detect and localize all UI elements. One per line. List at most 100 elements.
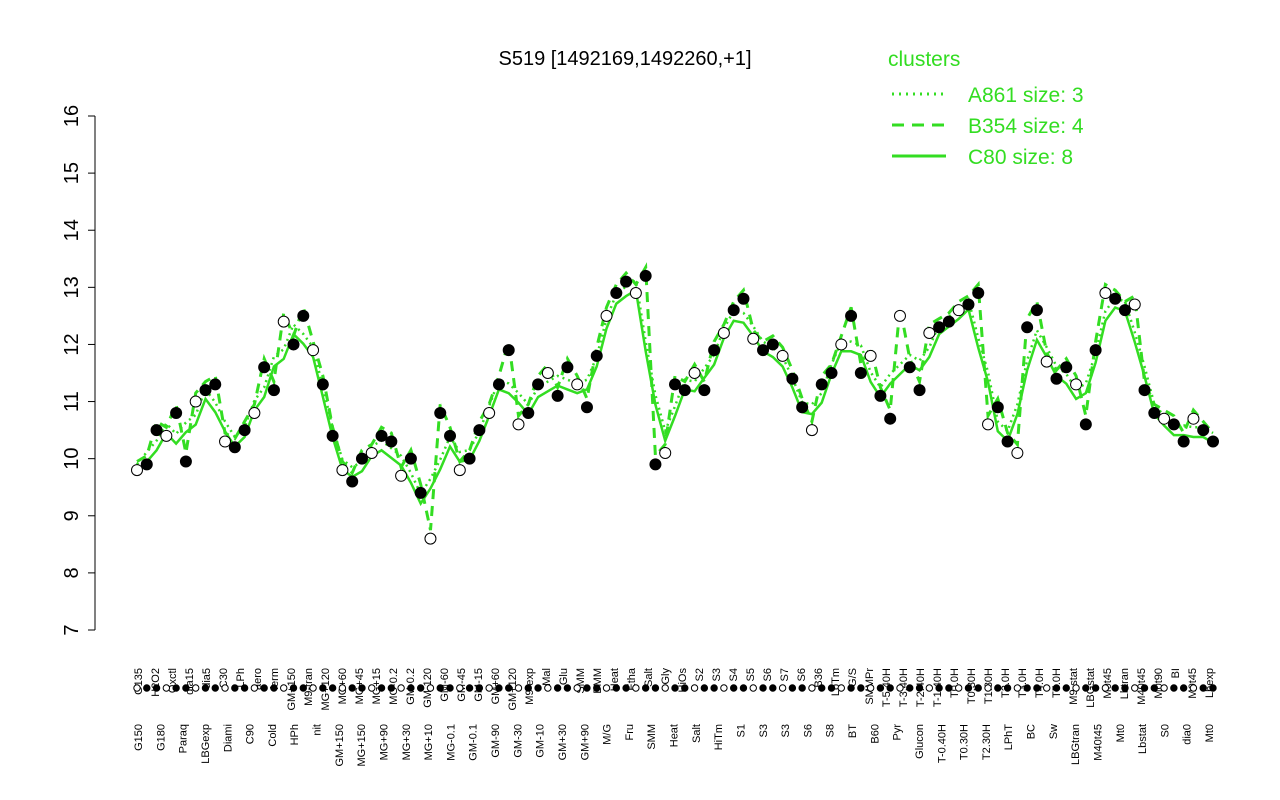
- rug-mark: [808, 684, 816, 692]
- rug-mark: [240, 684, 249, 692]
- x-tick-label: LBGstat: [1085, 668, 1097, 708]
- x-tick-label: GM+150: [334, 724, 346, 767]
- x-tick-label: S2: [694, 668, 706, 681]
- rug-mark: [798, 684, 806, 692]
- rug-mark: [866, 684, 875, 692]
- rug-mark: [368, 684, 376, 692]
- y-tick-label: 8: [61, 567, 83, 578]
- chart-title: S519 [1492169,1492260,+1]: [498, 48, 751, 70]
- data-point: [717, 327, 730, 340]
- rug-mark: [622, 684, 630, 692]
- rug-mark: [201, 684, 210, 692]
- data-point: [1030, 304, 1043, 317]
- x-tick-label: Gly: [660, 668, 672, 685]
- rug-mark: [1111, 684, 1119, 692]
- x-tick-label: Salt: [691, 724, 703, 743]
- x-tick-label: H2O2: [150, 668, 162, 697]
- x-tick-label: BC: [1026, 724, 1038, 739]
- data-point: [893, 309, 906, 322]
- rug-mark: [338, 684, 347, 692]
- rug-mark: [328, 684, 337, 692]
- x-tick-label: Mal: [541, 668, 553, 686]
- x-tick-label: Glu: [558, 668, 570, 685]
- x-tick-label: MG+10: [423, 724, 435, 760]
- data-point: [776, 349, 789, 362]
- rug-mark: [720, 684, 728, 692]
- x-tick-label: M0t90: [1153, 668, 1165, 699]
- data-point: [1138, 384, 1151, 397]
- rug-mark: [1131, 684, 1139, 692]
- rug-mark: [964, 684, 973, 692]
- data-point: [414, 486, 427, 499]
- data-point: [874, 389, 887, 402]
- rug-mark: [788, 684, 797, 692]
- rug-mark: [778, 684, 787, 692]
- rug-mark: [544, 684, 552, 692]
- rug-mark: [1101, 684, 1110, 692]
- data-point: [854, 367, 867, 379]
- rug-mark: [1072, 684, 1080, 692]
- rug-mark: [700, 684, 709, 692]
- x-tick-label: G180: [155, 724, 167, 751]
- data-point: [737, 292, 750, 305]
- data-point: [541, 367, 554, 379]
- rug-mark: [309, 684, 317, 692]
- rug-mark: [407, 684, 415, 692]
- data-point: [219, 435, 232, 448]
- data-point: [962, 298, 975, 311]
- x-tick-label: B36: [813, 668, 825, 688]
- x-tick-label: dia5: [201, 668, 213, 689]
- data-point: [551, 389, 564, 402]
- rug-mark: [1160, 684, 1168, 692]
- data-point: [972, 287, 985, 300]
- rug-mark: [945, 684, 953, 692]
- x-tick-label: S3: [711, 668, 723, 681]
- x-tick-label: GM-60: [439, 668, 451, 702]
- cluster-line-C80: [136, 288, 1214, 507]
- rug-mark: [935, 684, 943, 692]
- rug-mark: [397, 684, 405, 692]
- x-tick-label: GM-0.1: [468, 724, 480, 761]
- rug-mark: [231, 684, 239, 692]
- data-point: [1148, 406, 1161, 419]
- rug-mark: [1003, 684, 1012, 692]
- x-tick-label: S6: [762, 668, 774, 681]
- data-point: [727, 304, 740, 317]
- rug-mark: [250, 684, 259, 692]
- x-tick-label: LoTm: [830, 668, 842, 696]
- data-point: [688, 367, 701, 379]
- x-tick-label: T0.30H: [959, 724, 971, 760]
- x-tick-label: M0t45: [1102, 668, 1114, 699]
- x-tick-label: dia0: [1182, 724, 1194, 745]
- rug-mark: [1150, 684, 1159, 692]
- rug-mark: [583, 684, 591, 692]
- rug-mark: [280, 684, 288, 692]
- x-tick-label: Heat: [669, 724, 681, 747]
- rug-mark: [563, 684, 572, 692]
- rug-mark: [915, 684, 924, 692]
- x-tick-label: T-0.40H: [936, 724, 948, 763]
- rug-mark: [553, 684, 562, 692]
- rug-mark: [1189, 684, 1198, 692]
- data-point: [483, 406, 496, 419]
- rug-mark: [505, 684, 513, 692]
- y-tick-label: 9: [61, 510, 83, 521]
- x-tick-label: MG+15: [371, 668, 383, 704]
- rug-mark: [162, 684, 171, 692]
- data-point: [1099, 287, 1112, 300]
- x-tick-label: MG+30: [401, 724, 413, 760]
- cluster-line-A861: [136, 278, 1214, 497]
- data-point: [620, 275, 633, 288]
- data-point: [1187, 412, 1200, 425]
- data-point: [463, 452, 476, 465]
- data-point: [1118, 304, 1131, 317]
- data-point: [170, 406, 183, 419]
- x-tick-label: Sw: [1048, 724, 1060, 739]
- data-point: [1011, 446, 1024, 459]
- rug-mark: [1033, 684, 1041, 692]
- data-point: [277, 315, 290, 328]
- rug-mark: [896, 684, 904, 692]
- data-point: [1089, 344, 1102, 357]
- data-point: [913, 384, 926, 397]
- rug-mark: [1121, 684, 1129, 692]
